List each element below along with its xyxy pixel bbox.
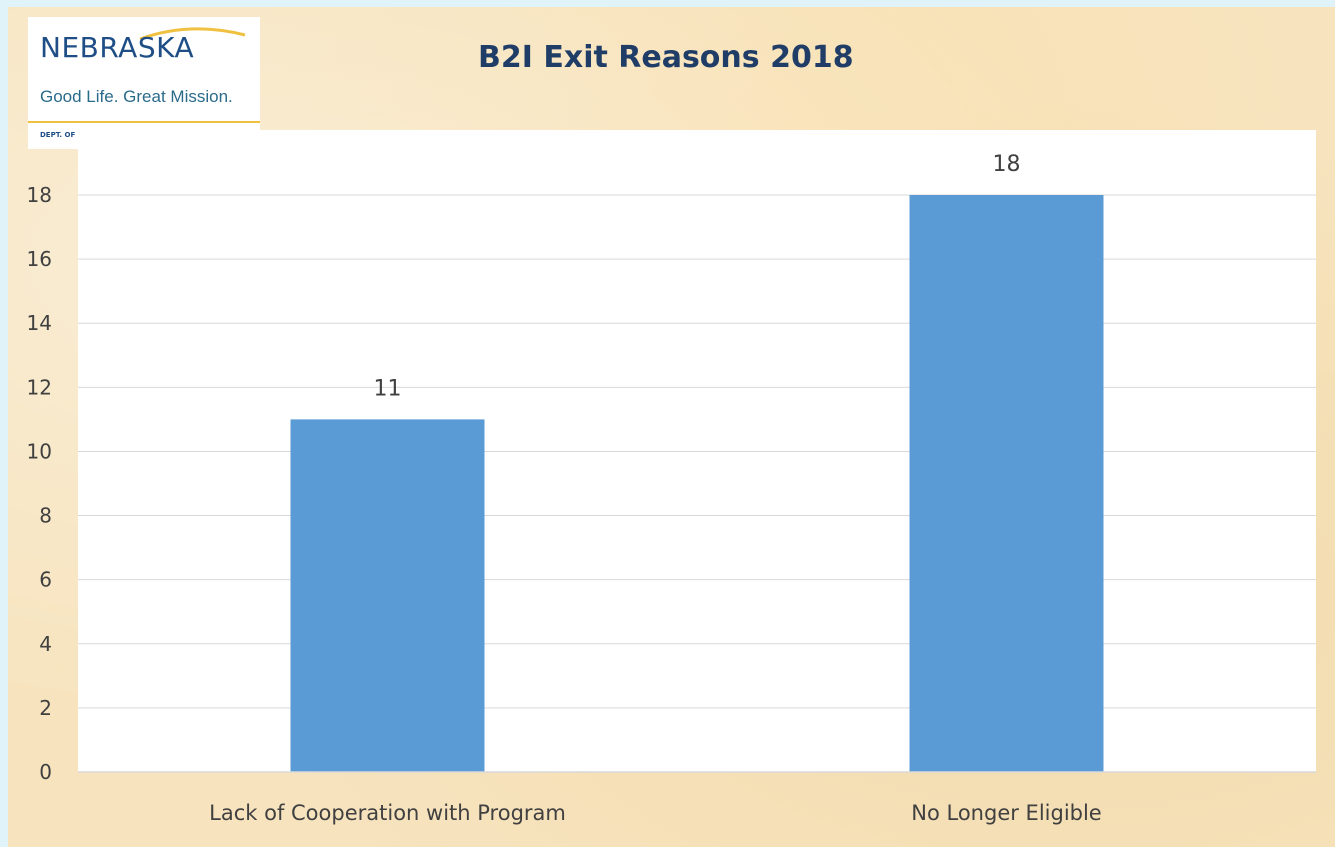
y-tick-label: 6: [39, 568, 52, 592]
logo-tagline: Good Life. Great Mission.: [40, 87, 233, 106]
y-tick-label: 4: [39, 632, 52, 656]
y-tick-label: 2: [39, 696, 52, 720]
chart-title: B2I Exit Reasons 2018: [478, 40, 854, 75]
x-category-label: Lack of Cooperation with Program: [209, 801, 566, 825]
y-tick-label: 14: [27, 311, 52, 335]
y-tick-label: 18: [27, 183, 52, 207]
y-tick-label: 0: [39, 760, 52, 784]
bar-value-label: 18: [993, 152, 1021, 177]
y-tick-label: 8: [39, 504, 52, 528]
logo-divider: [28, 121, 260, 123]
nebraska-dhhs-logo: NEBRASKA Good Life. Great Mission. DEPT.…: [28, 17, 260, 149]
bar: [290, 419, 485, 772]
x-axis: Lack of Cooperation with Program No Longe…: [78, 771, 1316, 825]
y-tick-label: 16: [27, 247, 52, 271]
logo-swoosh-icon: [139, 27, 246, 41]
bar: [909, 195, 1104, 772]
data-labels: 11 18: [374, 152, 1021, 401]
x-category-label: No Longer Eligible: [911, 801, 1101, 825]
y-tick-label: 12: [27, 375, 52, 399]
bars: [290, 195, 1104, 772]
logo-state-name: NEBRASKA: [40, 31, 195, 64]
y-axis: 0 2 4 6 8 10 12 14 16 18: [27, 183, 52, 784]
bar-value-label: 11: [374, 376, 402, 401]
y-tick-label: 10: [27, 439, 52, 463]
